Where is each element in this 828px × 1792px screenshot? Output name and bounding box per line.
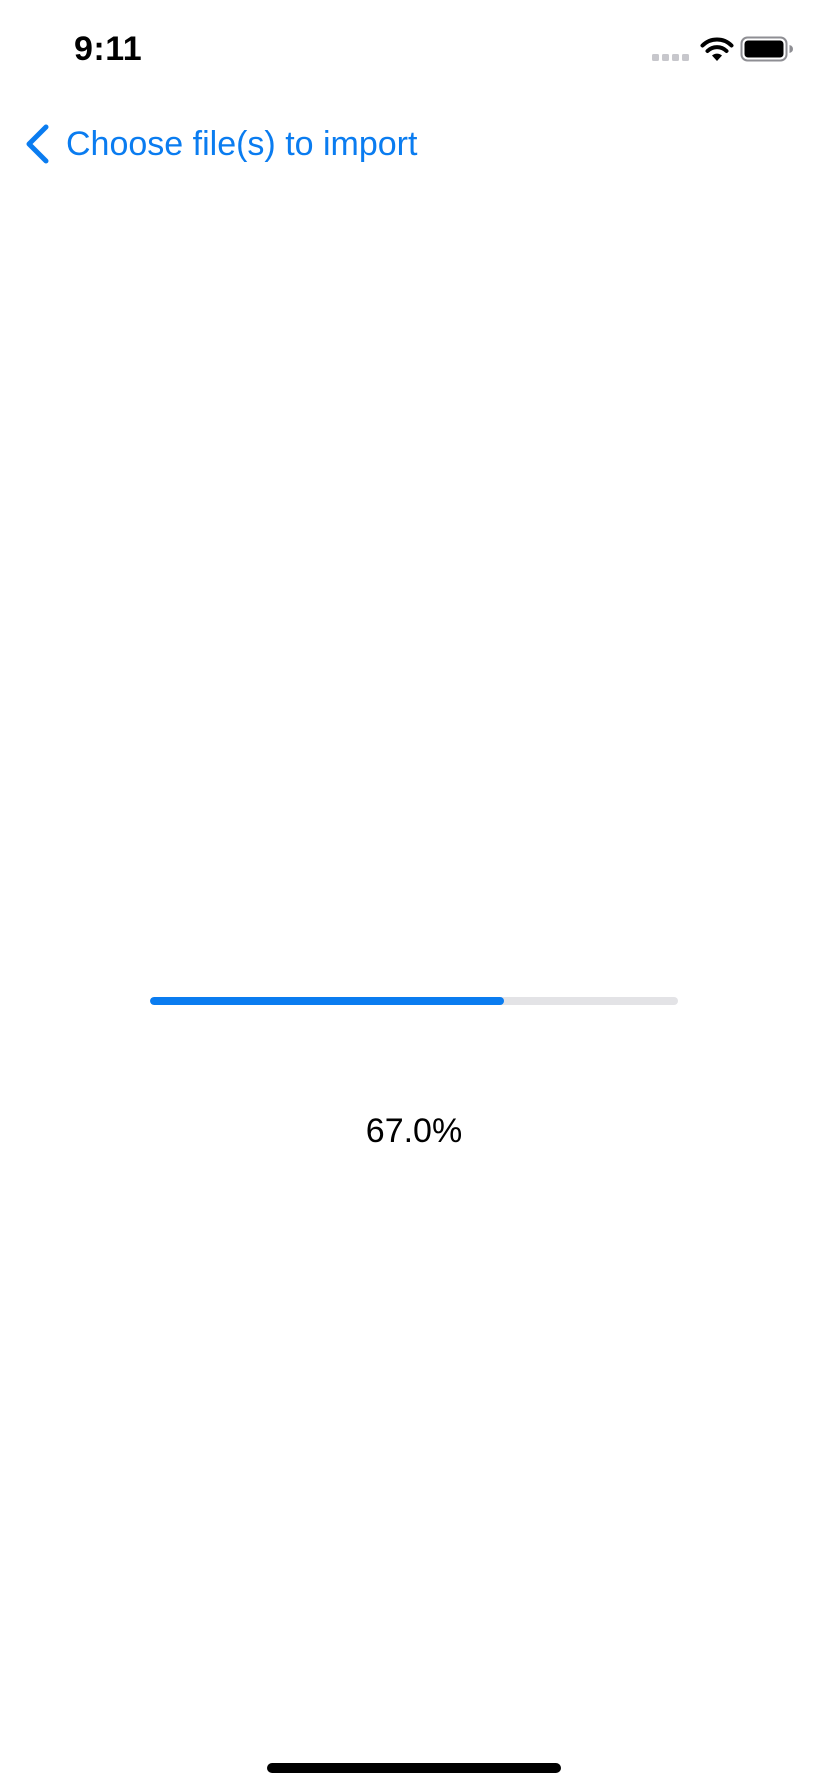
chevron-left-icon <box>26 124 49 164</box>
cellular-signal-icon <box>652 54 689 61</box>
navigation-bar: Choose file(s) to import <box>0 100 828 188</box>
import-progress-bar <box>150 997 678 1005</box>
home-indicator[interactable] <box>267 1763 561 1773</box>
battery-icon <box>740 36 793 62</box>
status-time: 9:11 <box>74 30 143 68</box>
import-progress-fill <box>150 997 504 1005</box>
progress-percentage: 67.0% <box>365 1112 463 1150</box>
back-button-label: Choose file(s) to import <box>66 124 418 163</box>
back-button[interactable]: Choose file(s) to import <box>22 118 417 170</box>
wifi-icon <box>700 37 734 61</box>
status-bar: 9:11 <box>0 0 828 100</box>
